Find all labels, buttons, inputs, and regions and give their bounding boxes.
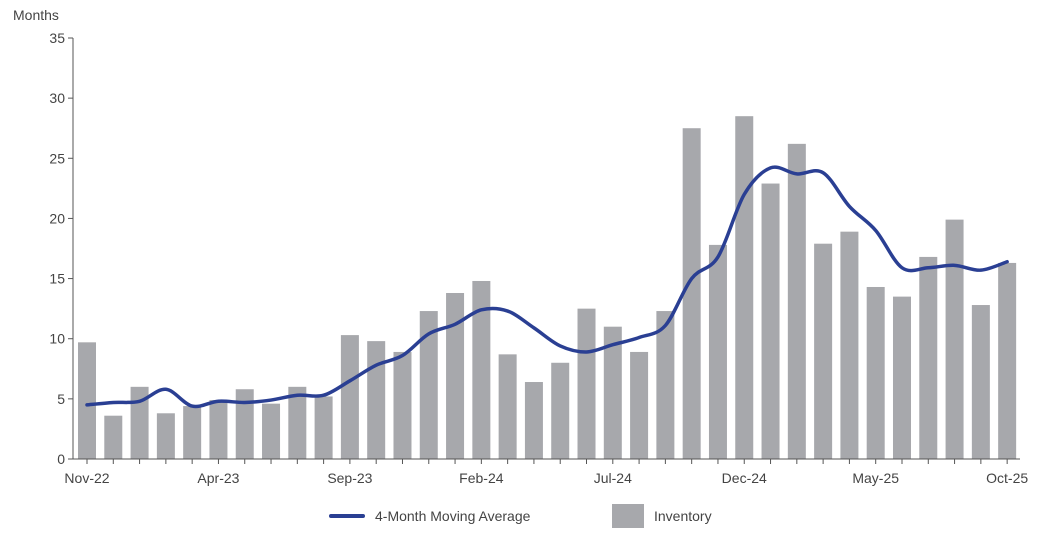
legend-item-moving-average: 4-Month Moving Average [329, 508, 530, 524]
bar-Sep-25 [971, 305, 990, 459]
bar-Jul-25 [919, 256, 938, 459]
bar-Mar-23 [183, 406, 202, 459]
bar-Apr-24 [524, 382, 543, 459]
legend: 4-Month Moving Average Inventory [0, 504, 1046, 532]
x-tick-label: Sep-23 [327, 470, 372, 486]
y-tick-label: 5 [57, 391, 65, 407]
bar-Feb-23 [156, 413, 175, 459]
y-axis-title: Months [13, 7, 59, 23]
y-tick-label: 25 [49, 150, 65, 166]
bar-Oct-25 [998, 262, 1017, 459]
legend-label: Inventory [654, 508, 712, 524]
legend-item-inventory: Inventory [612, 504, 712, 528]
bar-Jul-23 [288, 386, 307, 459]
bar-Mar-25 [814, 243, 833, 459]
bar-Jan-23 [130, 386, 149, 459]
bar-Nov-22 [78, 342, 96, 459]
x-tick-label: May-25 [852, 470, 899, 486]
legend-label: 4-Month Moving Average [375, 508, 531, 524]
x-tick-label: Feb-24 [459, 470, 504, 486]
bar-Feb-24 [472, 280, 491, 459]
bar-Mar-24 [498, 354, 517, 459]
x-tick-label: Dec-24 [722, 470, 767, 486]
x-tick-label: Apr-23 [197, 470, 239, 486]
y-tick-label: 30 [49, 90, 65, 106]
bar-Aug-23 [314, 396, 333, 459]
bar-Feb-25 [787, 143, 806, 459]
y-tick-label: 20 [49, 210, 65, 226]
bar-Jun-24 [577, 308, 596, 459]
legend-bar-swatch [612, 504, 644, 528]
moving-average-line [85, 165, 1009, 409]
bar-Oct-23 [367, 341, 386, 459]
x-tick-label: Oct-25 [986, 470, 1028, 486]
y-tick-label: 35 [49, 30, 65, 46]
bar-May-23 [235, 389, 254, 459]
bar-Dec-23 [419, 311, 438, 459]
legend-line-swatch [329, 514, 365, 518]
bar-Nov-24 [708, 244, 727, 459]
bar-Sep-24 [656, 311, 675, 459]
bar-Jun-23 [262, 403, 281, 459]
y-tick-label: 10 [49, 331, 65, 347]
bar-Dec-24 [735, 116, 754, 459]
x-tick-label: Jul-24 [594, 470, 632, 486]
bar-Jul-24 [603, 326, 622, 459]
bar-Aug-25 [945, 219, 964, 459]
x-tick-label: Nov-22 [64, 470, 109, 486]
y-tick-label: 0 [57, 451, 65, 467]
bar-Nov-23 [393, 351, 412, 459]
bar-Oct-24 [682, 128, 701, 459]
bar-Apr-25 [840, 231, 859, 459]
bar-Dec-22 [104, 415, 123, 459]
bar-Jun-25 [892, 296, 911, 459]
bar-Jan-25 [761, 183, 780, 459]
bar-May-24 [551, 362, 570, 459]
bar-Sep-23 [340, 335, 359, 459]
bar-Apr-23 [209, 400, 228, 459]
bar-Aug-24 [630, 351, 649, 459]
bar-Jan-24 [446, 293, 465, 459]
bar-May-25 [866, 286, 885, 459]
y-tick-label: 15 [49, 271, 65, 287]
